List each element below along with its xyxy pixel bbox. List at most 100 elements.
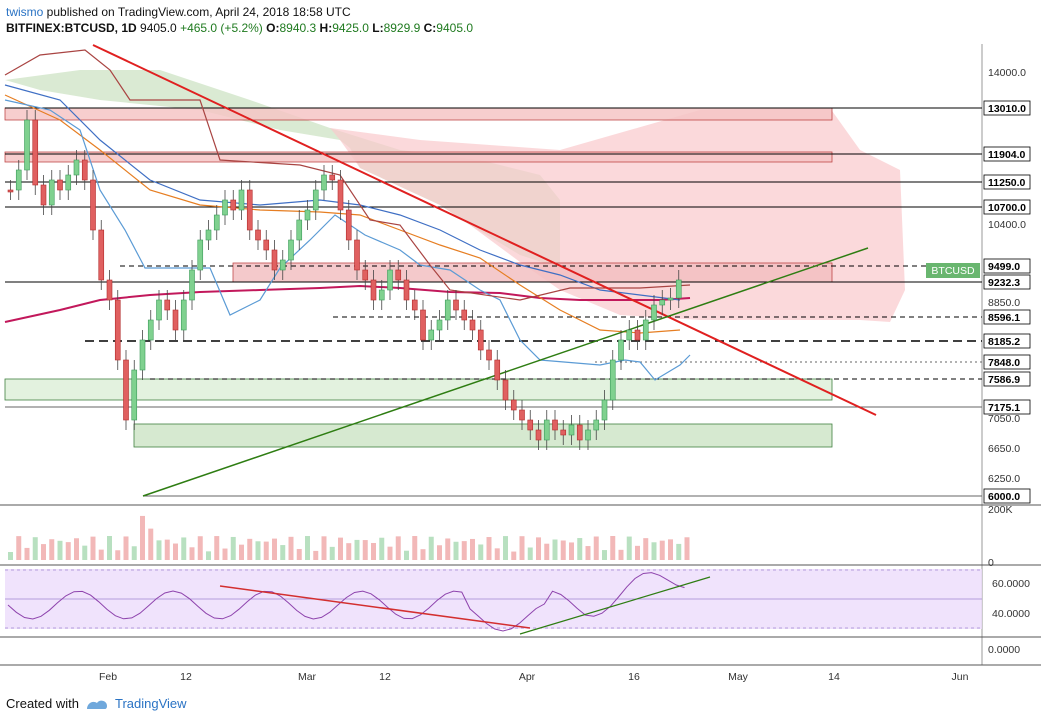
last-price: 9405.0: [140, 21, 177, 35]
candle: [436, 319, 443, 331]
level-label-box: [983, 488, 1031, 504]
volume-bar: [651, 542, 657, 560]
time-tick: Jun: [952, 671, 969, 683]
candle: [40, 184, 47, 206]
candle: [519, 409, 525, 421]
volume-bar: [173, 543, 178, 560]
time-axis[interactable]: Feb 12 Mar 12 Apr 16 May 14 Jun: [99, 671, 969, 683]
candles: [7, 110, 682, 450]
volume-bar: [536, 537, 541, 560]
candle: [618, 339, 624, 361]
candle: [205, 229, 212, 241]
candle: [403, 279, 410, 301]
candle: [387, 269, 393, 291]
created-with: Created with: [6, 696, 79, 711]
volume-bar: [140, 515, 145, 560]
volume-bar: [519, 536, 525, 560]
level-label: 13010.0: [988, 103, 1026, 115]
volume-bar: [214, 536, 220, 560]
volume-bar: [181, 537, 187, 560]
candle: [321, 174, 327, 191]
level-label: 8185.2: [988, 336, 1020, 348]
level-label: 7175.1: [988, 402, 1020, 414]
candle: [271, 249, 278, 271]
candle: [411, 299, 418, 311]
level-label-box: [983, 309, 1031, 325]
candle: [296, 219, 303, 241]
candle: [378, 289, 385, 301]
volume-bar: [552, 539, 558, 560]
candle: [659, 299, 666, 306]
volume-bar: [255, 541, 261, 560]
conversion-line: [4, 99, 691, 381]
rsi-downtrend-line: [219, 585, 531, 629]
candle: [114, 299, 121, 361]
candle: [180, 299, 187, 331]
rsi-tick-40: 40.0000: [992, 608, 1030, 620]
candle: [24, 119, 30, 171]
volume-bar: [395, 536, 401, 560]
volume-bar: [354, 539, 360, 560]
open-value: 8940.3: [279, 21, 317, 35]
volume-bar: [164, 539, 170, 560]
volume-bar: [494, 548, 500, 560]
candle: [626, 329, 633, 341]
footer: Created with TradingView: [6, 696, 187, 711]
volume-bar: [626, 536, 632, 560]
chart-header: twismo published on TradingView.com, Apr…: [6, 4, 473, 36]
ma-100: [4, 84, 681, 301]
volume-bar: [560, 540, 566, 560]
high-value: 9425.0: [332, 21, 369, 35]
volume-bar: [569, 542, 574, 560]
volume-scale-label: 200K: [988, 504, 1013, 516]
candle: [345, 209, 352, 241]
volume-bar: [544, 543, 550, 560]
candle: [48, 179, 55, 206]
volume-bar: [527, 547, 533, 560]
level-label: 9232.3: [988, 277, 1020, 289]
volume-bar: [16, 536, 22, 560]
level-label: 11904.0: [988, 149, 1026, 161]
volume-bar: [115, 550, 121, 560]
candle: [395, 269, 402, 281]
support-zone: [133, 423, 833, 448]
level-label-box: [983, 258, 1031, 274]
resistance-zone: [4, 107, 833, 121]
price-axis[interactable]: 14000.0 10400.0 8850.0 7050.0 6650.0 6250.0 13…: [983, 67, 1031, 504]
candle: [568, 424, 575, 436]
price-chart[interactable]: BTCUSD 14000.0 10400.0 8850.0 7050.0 6650.0 6…: [0, 0, 1041, 690]
candle: [560, 429, 567, 436]
candle: [444, 299, 451, 321]
volume-bar: [346, 543, 352, 560]
time-tick: 14: [828, 671, 840, 683]
rsi-uptrend-line: [519, 576, 711, 635]
candle: [255, 229, 261, 241]
level-label-box: [983, 399, 1031, 415]
base-line: [4, 49, 691, 301]
volume-bar: [379, 537, 385, 560]
volume-bar: [197, 536, 203, 560]
volume-bar: [74, 538, 79, 560]
downtrend-line: [92, 44, 877, 416]
level-label-box: [983, 174, 1031, 190]
price-tick: 6650.0: [988, 443, 1020, 455]
author[interactable]: twismo: [6, 5, 44, 19]
candle: [7, 189, 14, 193]
tradingview-logo-icon: [86, 700, 107, 709]
volume-bar: [82, 545, 88, 560]
volume-bar: [65, 542, 71, 560]
price-tick: 8850.0: [988, 297, 1020, 309]
price-tick: 14000.0: [988, 67, 1026, 79]
resistance-zone: [4, 151, 833, 163]
brand-link[interactable]: TradingView: [114, 696, 187, 711]
candle: [593, 419, 600, 431]
price-tick: 10400.0: [988, 219, 1026, 231]
candle: [172, 309, 179, 331]
volume-bar: [98, 549, 104, 560]
volume-bar: [610, 536, 616, 560]
level-label: 10700.0: [988, 202, 1026, 214]
volume-bar: [305, 536, 310, 560]
candle: [469, 319, 476, 331]
candle: [337, 179, 344, 211]
volume-bar: [230, 536, 236, 560]
